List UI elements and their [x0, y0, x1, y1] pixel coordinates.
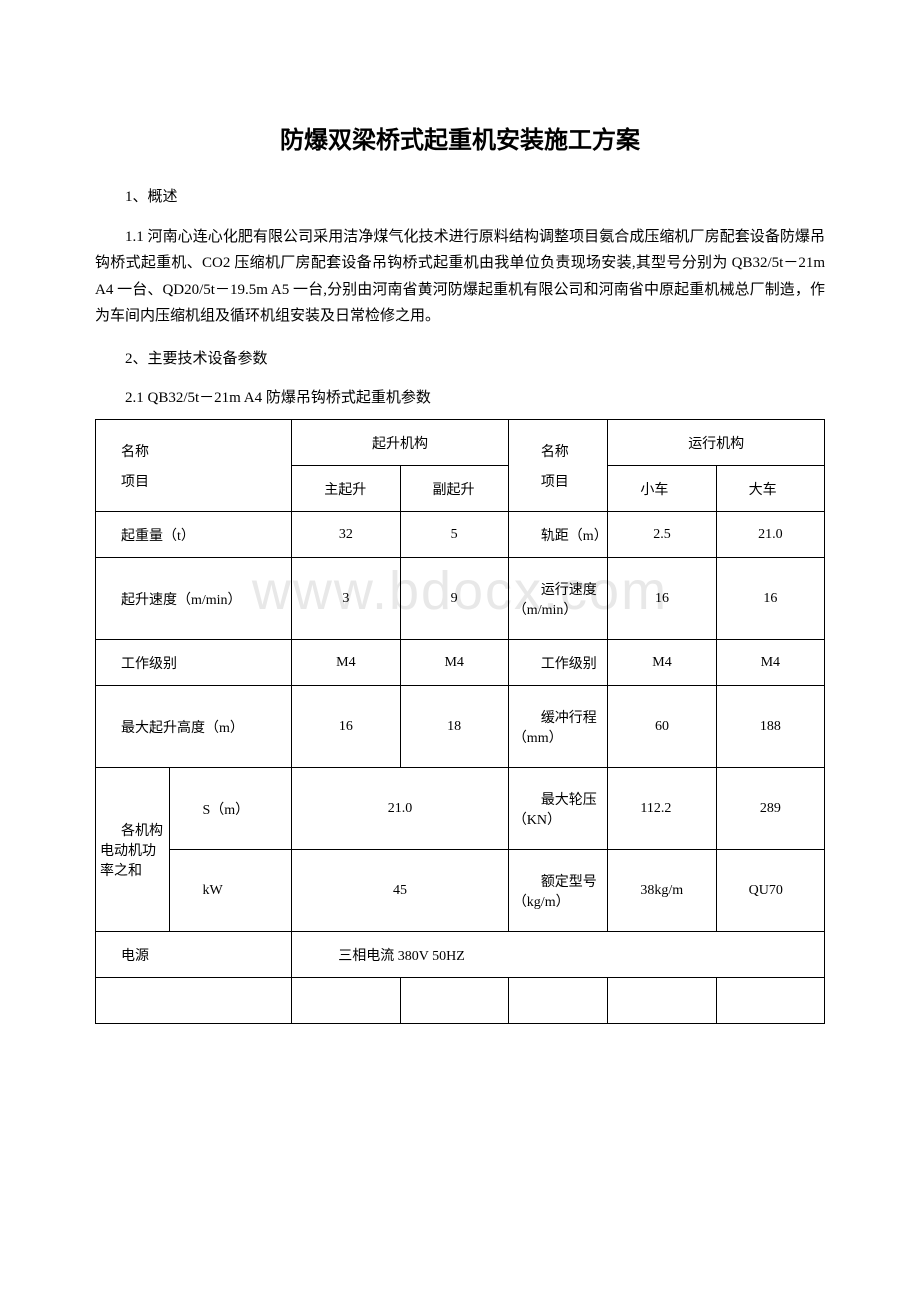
cell-grade-bridge: M4	[716, 640, 824, 686]
cell-empty-1	[96, 978, 292, 1024]
table-row-weight: 起重量（t） 32 5 轨距（m） 2.5 21.0	[96, 512, 825, 558]
cell-power-label: 电源	[96, 932, 292, 978]
header-aux-lift: 副起升	[400, 466, 508, 512]
cell-s-label: S（m）	[170, 768, 292, 850]
table-row-grade: 工作级别 M4 M4 工作级别 M4 M4	[96, 640, 825, 686]
section-1-header: 1、概述	[95, 185, 825, 206]
cell-grade-right-label: 工作级别	[508, 640, 608, 686]
table-row-speed: 起升速度（m/min） 3 9 运行速度（m/min） 16 16	[96, 558, 825, 640]
cell-weight-label: 起重量（t）	[96, 512, 292, 558]
table-row-power: 电源 三相电流 380V 50HZ	[96, 932, 825, 978]
cell-wheel-bridge: 289	[716, 768, 824, 850]
cell-rated-bridge: QU70	[716, 850, 824, 932]
cell-kw-value: 45	[292, 850, 509, 932]
cell-empty-4	[508, 978, 608, 1024]
cell-grade-main: M4	[292, 640, 400, 686]
cell-buffer-trolley: 60	[608, 686, 716, 768]
cell-buffer-bridge: 188	[716, 686, 824, 768]
cell-grade-trolley: M4	[608, 640, 716, 686]
cell-height-label: 最大起升高度（m）	[96, 686, 292, 768]
cell-kw-label: kW	[170, 850, 292, 932]
cell-runspeed-label: 运行速度（m/min）	[508, 558, 608, 640]
table-row-height: 最大起升高度（m） 16 18 缓冲行程（mm） 60 188	[96, 686, 825, 768]
section-2-header: 2、主要技术设备参数	[95, 347, 825, 368]
name-label-right: 名称	[513, 441, 604, 461]
cell-weight-aux: 5	[400, 512, 508, 558]
cell-empty-3	[400, 978, 508, 1024]
cell-wheel-label: 最大轮压（KN）	[508, 768, 608, 850]
name-label: 名称	[100, 441, 287, 461]
table-row-empty	[96, 978, 825, 1024]
cell-height-main: 16	[292, 686, 400, 768]
cell-power-value: 三相电流 380V 50HZ	[292, 932, 825, 978]
cell-rated-label: 额定型号（kg/m）	[508, 850, 608, 932]
cell-empty-2	[292, 978, 400, 1024]
header-bridge: 大车	[716, 466, 824, 512]
parameters-table: 名称 项目 起升机构 名称 项目 运行机构 主起升 副起升 小车 大车 起重量（…	[95, 419, 825, 1024]
table-row-s: 各机构电动机功率之和 S（m） 21.0 最大轮压（KN） 112.2 289	[96, 768, 825, 850]
cell-speed-main: 3	[292, 558, 400, 640]
header-running-mechanism: 运行机构	[608, 420, 825, 466]
cell-s-value: 21.0	[292, 768, 509, 850]
cell-track-bridge: 21.0	[716, 512, 824, 558]
cell-speed-aux: 9	[400, 558, 508, 640]
header-name-left: 名称 项目	[96, 420, 292, 512]
cell-weight-main: 32	[292, 512, 400, 558]
cell-empty-6	[716, 978, 824, 1024]
cell-power-group-label: 各机构电动机功率之和	[96, 768, 170, 932]
cell-runspeed-trolley: 16	[608, 558, 716, 640]
table-header-row-1: 名称 项目 起升机构 名称 项目 运行机构	[96, 420, 825, 466]
header-trolley: 小车	[608, 466, 716, 512]
cell-runspeed-bridge: 16	[716, 558, 824, 640]
cell-wheel-trolley: 112.2	[608, 768, 716, 850]
cell-rated-trolley: 38kg/m	[608, 850, 716, 932]
cell-buffer-label: 缓冲行程（mm）	[508, 686, 608, 768]
cell-height-aux: 18	[400, 686, 508, 768]
header-main-lift: 主起升	[292, 466, 400, 512]
project-label: 项目	[100, 471, 287, 491]
cell-track-trolley: 2.5	[608, 512, 716, 558]
cell-grade-aux: M4	[400, 640, 508, 686]
document-title: 防爆双梁桥式起重机安装施工方案	[95, 120, 825, 155]
table-row-kw: kW 45 额定型号（kg/m） 38kg/m QU70	[96, 850, 825, 932]
section-1-paragraph: 1.1 河南心连心化肥有限公司采用洁净煤气化技术进行原料结构调整项目氨合成压缩机…	[95, 224, 825, 329]
cell-speed-label: 起升速度（m/min）	[96, 558, 292, 640]
cell-empty-5	[608, 978, 716, 1024]
table-caption: 2.1 QB32/5t－21m A4 防爆吊钩桥式起重机参数	[95, 386, 825, 407]
header-lifting-mechanism: 起升机构	[292, 420, 509, 466]
cell-grade-label: 工作级别	[96, 640, 292, 686]
cell-track-label: 轨距（m）	[508, 512, 608, 558]
project-label-right: 项目	[513, 471, 604, 491]
header-name-right: 名称 项目	[508, 420, 608, 512]
